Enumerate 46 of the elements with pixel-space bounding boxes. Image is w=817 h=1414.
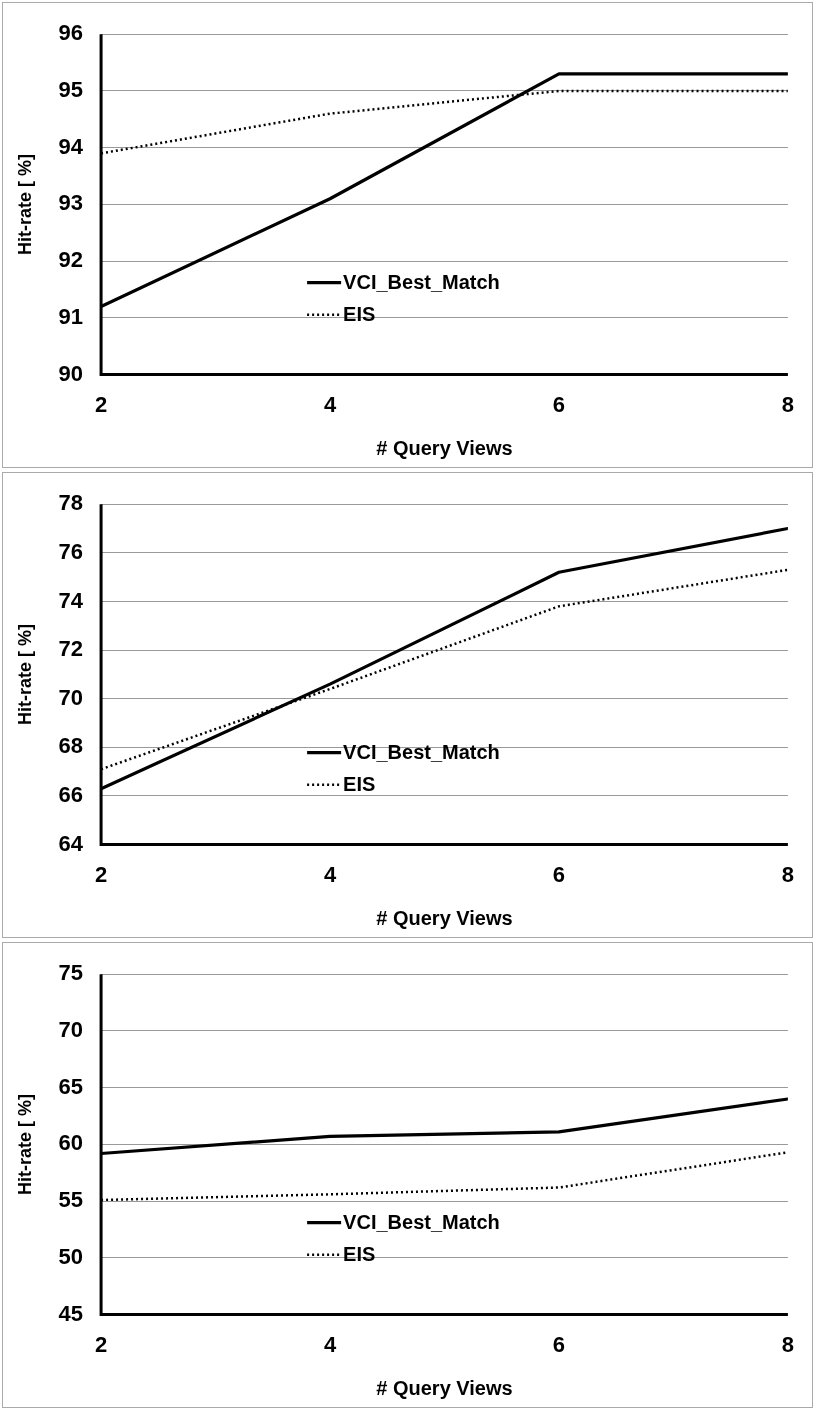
y-tick-label: 91	[58, 303, 84, 329]
y-tick-label: 78	[58, 490, 84, 516]
x-axis-title: # Query Views	[376, 436, 513, 459]
y-tick-label: 92	[58, 247, 84, 273]
y-axis-title: Hit-rate [ %]	[14, 1093, 35, 1195]
x-tick-label: 8	[781, 391, 795, 417]
x-tick-label: 2	[94, 861, 108, 887]
x-tick-label: 4	[323, 861, 337, 887]
x-tick-label: 6	[552, 861, 566, 887]
x-tick-label: 8	[781, 1331, 795, 1357]
x-tick-label: 2	[94, 391, 108, 417]
y-tick-label: 55	[58, 1187, 84, 1213]
legend-label: VCI_Best_Match	[343, 271, 500, 294]
y-tick-label: 64	[58, 830, 84, 856]
y-axis-title: Hit-rate [ %]	[14, 153, 35, 255]
y-tick-label: 45	[58, 1300, 84, 1326]
x-tick-label: 8	[781, 861, 795, 887]
x-tick-label: 6	[552, 391, 566, 417]
legend-label: VCI_Best_Match	[343, 1211, 500, 1234]
y-axis-title: Hit-rate [ %]	[14, 623, 35, 725]
y-tick-label: 66	[58, 782, 84, 808]
legend-label: EIS	[343, 773, 376, 796]
y-tick-label: 90	[58, 360, 84, 386]
x-axis-title: # Query Views	[376, 906, 513, 929]
y-tick-label: 94	[58, 133, 84, 159]
x-tick-label: 2	[94, 1331, 108, 1357]
y-tick-label: 96	[58, 20, 84, 46]
y-tick-label: 74	[58, 587, 84, 613]
y-tick-label: 50	[58, 1243, 84, 1269]
x-tick-label: 6	[552, 1331, 566, 1357]
x-tick-label: 4	[323, 391, 337, 417]
legend-label: EIS	[343, 1243, 376, 1266]
y-tick-label: 65	[58, 1073, 84, 1099]
y-tick-label: 70	[58, 684, 84, 710]
y-tick-label: 76	[58, 538, 84, 564]
y-tick-label: 60	[58, 1130, 84, 1156]
x-axis-title: # Query Views	[376, 1376, 513, 1399]
legend-label: EIS	[343, 303, 376, 326]
legend-label: VCI_Best_Match	[343, 741, 500, 764]
y-tick-label: 75	[58, 960, 84, 986]
y-tick-label: 93	[58, 190, 84, 216]
x-tick-label: 4	[323, 1331, 337, 1357]
y-tick-label: 68	[58, 733, 84, 759]
y-tick-label: 70	[58, 1017, 84, 1042]
y-tick-label: 72	[58, 636, 84, 662]
y-tick-label: 95	[58, 77, 84, 102]
